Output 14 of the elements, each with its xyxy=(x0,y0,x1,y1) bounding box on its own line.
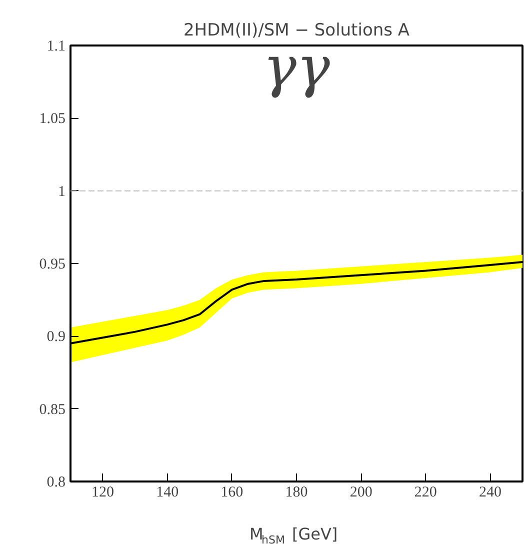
y-tick-label: 1 xyxy=(58,184,66,200)
x-tick-label: 200 xyxy=(350,484,372,500)
x-tick-label: 120 xyxy=(92,484,114,500)
y-tick-label: 1.1 xyxy=(46,38,66,54)
x-tick-label: 220 xyxy=(414,484,437,500)
y-tick-label: 0.9 xyxy=(46,329,66,346)
x-tick-label: 140 xyxy=(156,484,179,500)
y-tick-label: 0.95 xyxy=(39,256,66,272)
y-tick-label: 0.85 xyxy=(39,402,66,418)
y-tick-label: 1.05 xyxy=(39,111,66,128)
x-tick-label: 180 xyxy=(285,484,308,500)
x-tick-label: 240 xyxy=(478,484,502,500)
x-tick-label: 160 xyxy=(220,484,244,500)
y-tick-label: 0.8 xyxy=(46,474,66,490)
